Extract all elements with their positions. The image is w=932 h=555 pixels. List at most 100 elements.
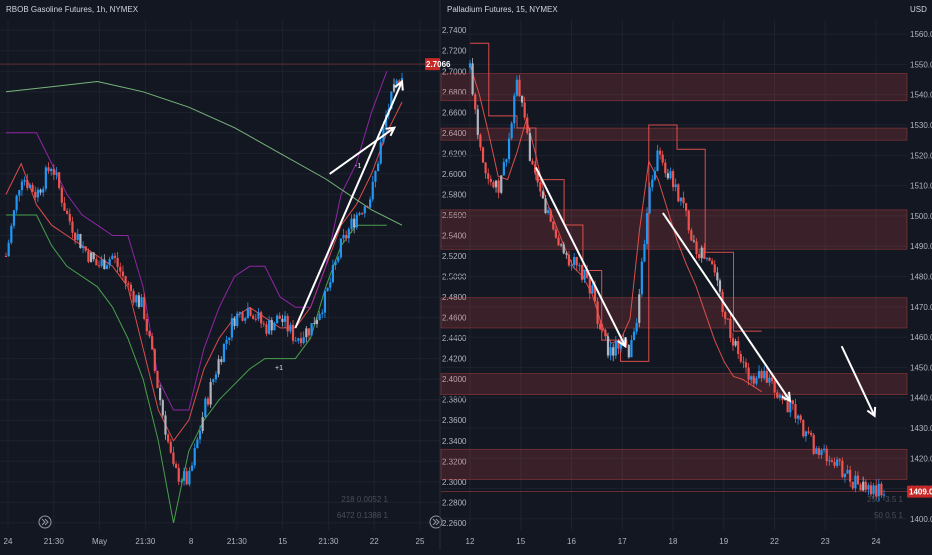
candle: [254, 313, 257, 322]
candle-body: [28, 184, 32, 188]
candle: [507, 132, 511, 164]
candle: [695, 238, 698, 259]
candle: [851, 481, 854, 491]
candle-body: [137, 295, 140, 307]
candle-body: [820, 450, 823, 455]
right-time-axis[interactable]: 12 15 16 17 18 19 22 23 24: [466, 537, 881, 546]
candle-body: [302, 337, 305, 344]
candle: [193, 443, 196, 469]
trend-arrow-3[interactable]: [840, 345, 877, 418]
left-faded-stat-2: 6472 0.1388 1: [337, 511, 389, 520]
candle: [596, 297, 599, 329]
candle-body: [474, 94, 477, 110]
candle: [135, 294, 138, 307]
candle: [599, 319, 602, 331]
trend-arrow-2[interactable]: [329, 126, 397, 175]
candle: [164, 410, 167, 440]
x-tick-label: 15: [516, 537, 525, 546]
candle-body: [379, 142, 382, 164]
y-tick-label: 2.2600: [442, 519, 467, 528]
candle: [26, 173, 29, 191]
candle: [310, 323, 313, 336]
candle-body: [510, 123, 513, 139]
candle: [690, 227, 693, 242]
candle: [510, 121, 513, 141]
candle: [68, 208, 71, 226]
candle-body: [666, 173, 669, 179]
left-settings-icon[interactable]: [429, 515, 443, 529]
candle: [244, 316, 247, 324]
left-time-axis[interactable]: 24 21:30 May 21:30 8 21:30 15 21:30 22 25: [4, 537, 425, 546]
candle-body: [653, 170, 656, 180]
y-tick-label: 1430.0: [910, 424, 932, 433]
candle: [151, 332, 154, 350]
candle: [268, 315, 271, 336]
candle: [23, 176, 26, 186]
candle: [113, 252, 117, 264]
right-price-axis[interactable]: 1560.0 1550.0 1540.0 1530.0 1520.0 1510.0 1500…: [910, 30, 932, 524]
candle: [713, 259, 716, 277]
candle-body: [58, 172, 61, 188]
left-grid: [0, 20, 440, 530]
candle-body: [583, 269, 586, 280]
candle-body: [113, 255, 117, 258]
candle-body: [612, 347, 615, 356]
y-tick-label: 2.3200: [442, 457, 467, 466]
trend-arrow-1[interactable]: [294, 79, 404, 329]
candle-body: [268, 320, 271, 334]
candle-body: [812, 434, 815, 454]
candle: [129, 281, 133, 297]
candle: [752, 374, 755, 388]
candle: [326, 287, 329, 292]
candle: [47, 162, 50, 174]
candle-body: [677, 184, 680, 202]
y-tick-label: 2.3800: [442, 396, 467, 405]
candle-body: [841, 460, 844, 478]
candle-body: [10, 225, 13, 243]
candle-body: [807, 431, 810, 433]
y-tick-label: 1520.0: [910, 151, 932, 160]
candle: [570, 259, 573, 271]
annotation-minus-one: -1: [355, 163, 361, 170]
candle-body: [557, 237, 560, 246]
candle: [841, 457, 844, 479]
candle-body: [502, 162, 505, 176]
candle: [262, 320, 265, 328]
candle-body: [679, 197, 683, 202]
candle-body: [63, 202, 66, 211]
candle: [177, 463, 180, 486]
candle: [50, 167, 53, 176]
candle: [776, 389, 779, 400]
candle-body: [278, 315, 281, 319]
candle: [476, 104, 479, 140]
candle: [505, 158, 508, 167]
candle: [172, 446, 175, 467]
candle-body: [363, 206, 366, 214]
candle: [4, 252, 8, 258]
candle-body: [591, 285, 594, 294]
candle: [828, 455, 831, 466]
candle-body: [233, 318, 236, 327]
candle-body: [570, 264, 573, 266]
candle: [502, 158, 505, 176]
trend-arrow-1[interactable]: [534, 166, 627, 349]
candle-body: [578, 265, 581, 267]
left-replay-icon[interactable]: [38, 515, 52, 529]
trend-arrow-shaft: [840, 345, 876, 417]
candle: [225, 335, 228, 350]
candle: [755, 376, 758, 386]
candle: [520, 95, 524, 107]
candle-body: [315, 319, 319, 325]
candle: [711, 258, 714, 265]
candle: [677, 183, 680, 203]
candle-body: [843, 473, 847, 478]
candle-body: [323, 290, 327, 313]
trend-arrow-2[interactable]: [662, 212, 792, 403]
candle-body: [586, 269, 589, 278]
candle: [355, 212, 358, 230]
candle-body: [220, 359, 223, 362]
candle: [547, 206, 550, 215]
candle-body: [685, 203, 688, 211]
candle-body: [856, 475, 860, 485]
